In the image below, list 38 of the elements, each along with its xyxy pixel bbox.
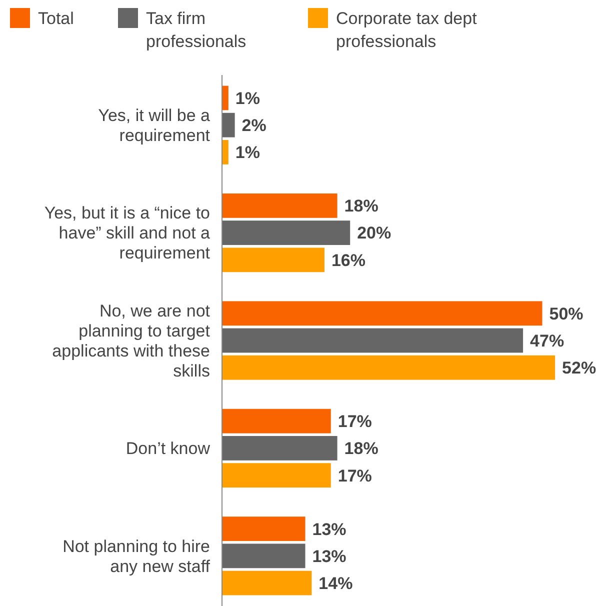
data-label: 16%	[331, 250, 366, 270]
bar	[222, 544, 306, 568]
bar	[222, 140, 228, 164]
data-label: 13%	[312, 520, 346, 539]
bar	[222, 516, 306, 542]
data-label: 47%	[530, 331, 564, 350]
data-label: 18%	[344, 439, 378, 458]
bar	[222, 248, 324, 272]
data-label: 17%	[338, 412, 372, 432]
bar	[222, 408, 331, 434]
bar	[222, 301, 542, 326]
data-label: 14%	[318, 574, 353, 593]
data-label: 1%	[235, 88, 260, 108]
data-label: 20%	[357, 224, 392, 243]
y-tick-label: Yes, it will be a requirement	[98, 106, 211, 146]
bar	[222, 112, 235, 138]
data-label: 52%	[562, 358, 596, 378]
data-label: 50%	[549, 304, 584, 324]
data-label: 18%	[344, 196, 378, 216]
legend-label: Total	[38, 8, 74, 28]
bar	[222, 570, 312, 596]
data-label: 2%	[242, 116, 266, 136]
y-tick-label: Don’t know	[126, 439, 211, 458]
bar	[222, 220, 350, 245]
bar	[222, 355, 556, 380]
data-label: 17%	[338, 466, 372, 486]
bar	[222, 436, 338, 460]
bar	[222, 328, 524, 353]
y-tick-label: Not planning to hire any new staff	[62, 536, 210, 576]
y-tick-label: Yes, but it is a “nice to have” skill and not a requirement	[44, 204, 211, 263]
bar	[222, 463, 331, 488]
bar	[222, 193, 338, 218]
y-tick-label: No, we are not planning to target applicants with these skills	[52, 301, 210, 380]
data-label: 13%	[312, 546, 346, 566]
data-label: 1%	[235, 143, 260, 162]
legend-label: Corporate tax dept professionals	[336, 8, 478, 51]
legend-label: Tax firm professionals	[146, 8, 246, 51]
bar	[222, 86, 228, 110]
